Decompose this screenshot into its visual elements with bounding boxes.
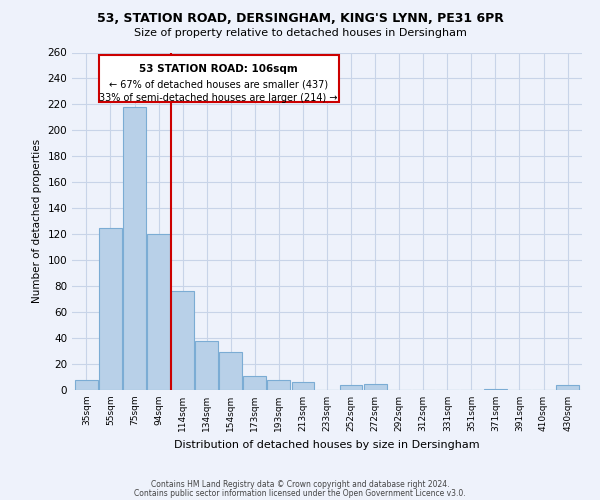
Text: Size of property relative to detached houses in Dersingham: Size of property relative to detached ho… <box>134 28 466 38</box>
Bar <box>147 234 170 390</box>
Text: 53 STATION ROAD: 106sqm: 53 STATION ROAD: 106sqm <box>139 64 298 74</box>
Bar <box>220 352 242 390</box>
Text: Contains public sector information licensed under the Open Government Licence v3: Contains public sector information licen… <box>134 488 466 498</box>
Bar <box>99 228 122 390</box>
Text: 33% of semi-detached houses are larger (214) →: 33% of semi-detached houses are larger (… <box>100 92 338 102</box>
Y-axis label: Number of detached properties: Number of detached properties <box>32 139 42 304</box>
Bar <box>364 384 386 390</box>
Bar <box>268 380 290 390</box>
Bar <box>123 107 146 390</box>
Bar <box>195 340 218 390</box>
Text: 53, STATION ROAD, DERSINGHAM, KING'S LYNN, PE31 6PR: 53, STATION ROAD, DERSINGHAM, KING'S LYN… <box>97 12 503 26</box>
Text: ← 67% of detached houses are smaller (437): ← 67% of detached houses are smaller (43… <box>109 80 328 90</box>
Bar <box>75 380 98 390</box>
FancyBboxPatch shape <box>99 55 338 102</box>
Bar <box>292 382 314 390</box>
Bar <box>340 385 362 390</box>
Bar <box>556 385 579 390</box>
X-axis label: Distribution of detached houses by size in Dersingham: Distribution of detached houses by size … <box>174 440 480 450</box>
Text: Contains HM Land Registry data © Crown copyright and database right 2024.: Contains HM Land Registry data © Crown c… <box>151 480 449 489</box>
Bar <box>484 388 507 390</box>
Bar <box>171 292 194 390</box>
Bar <box>244 376 266 390</box>
